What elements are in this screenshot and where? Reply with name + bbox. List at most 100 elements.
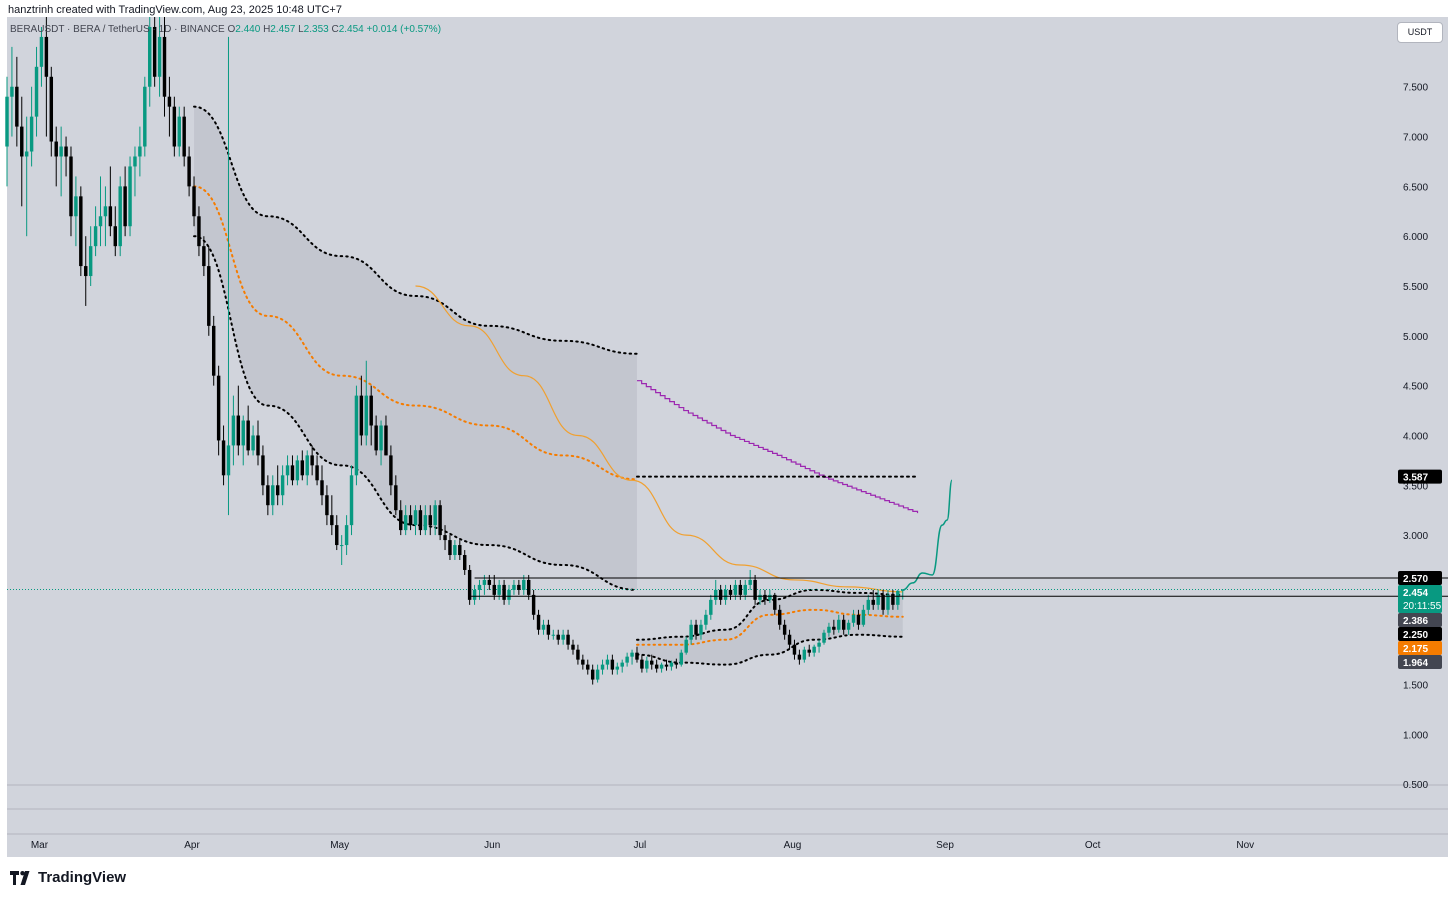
x-axis[interactable]: Mar Apr May Jun Jul Aug Sep Oct Nov — [31, 840, 1254, 851]
candle-body — [650, 660, 654, 665]
candle-body — [861, 609, 866, 625]
candle-body — [271, 485, 275, 506]
candle-body — [443, 535, 447, 541]
candle-body — [467, 569, 472, 600]
candle-body — [586, 664, 590, 670]
x-tick-label: Oct — [1085, 840, 1101, 851]
x-tick-label: Nov — [1236, 840, 1254, 851]
candle-body — [458, 545, 462, 556]
candle-body — [738, 584, 743, 595]
vwap-upper-band — [193, 105, 638, 355]
candle-body — [310, 455, 314, 466]
price-label-text: 2.570 — [1403, 574, 1428, 585]
tradingview-logo[interactable]: TradingView — [10, 869, 126, 886]
candle-body — [620, 662, 624, 667]
candle-body — [630, 652, 634, 657]
candle-body — [403, 515, 408, 531]
candle-body — [113, 226, 118, 247]
open-value: 2.440 — [235, 24, 261, 35]
low-value: 2.353 — [303, 24, 329, 35]
candle-body — [79, 196, 83, 267]
candle-body — [551, 634, 556, 636]
candle-body — [349, 475, 354, 526]
y-tick-label: 3.500 — [1403, 481, 1428, 492]
candle-body — [531, 594, 536, 615]
candle-body — [822, 632, 826, 643]
candle-body — [556, 634, 560, 640]
price-label-text: 2.386 — [1403, 616, 1428, 627]
y-tick-label: 4.000 — [1403, 431, 1428, 442]
candle-body — [256, 435, 260, 456]
price-label-text: 1.964 — [1403, 658, 1428, 669]
candle-body — [389, 455, 393, 486]
price-label-box — [1398, 469, 1442, 484]
candle-body — [138, 146, 142, 157]
candles — [5, 17, 905, 685]
candle-body — [679, 652, 683, 665]
candle-body — [29, 116, 34, 152]
candle-body — [423, 515, 428, 531]
candle-body — [763, 594, 767, 600]
x-tick-label: May — [330, 840, 349, 851]
candle-body — [851, 614, 856, 623]
candle-body — [216, 375, 221, 441]
candle-body — [148, 26, 152, 87]
candle-body — [753, 579, 757, 600]
candle-body — [177, 116, 181, 147]
candle-body — [24, 151, 29, 157]
y-tick-label: 7.000 — [1403, 133, 1428, 144]
candle-body — [320, 480, 324, 496]
candle-body — [374, 425, 378, 451]
candle-body — [49, 76, 54, 142]
candle-body — [709, 599, 713, 615]
candle-body — [300, 460, 305, 476]
x-tick-label: Sep — [936, 840, 954, 851]
candle-body — [192, 186, 196, 217]
price-labels: 3.587 2.570 2.454 20:11:55 2.386 2.250 2.175 1.… — [1398, 469, 1442, 669]
candle-body — [807, 649, 811, 653]
candle-body — [901, 589, 905, 591]
candle-body — [802, 649, 807, 660]
candle-body — [837, 619, 841, 630]
candle-body — [448, 540, 452, 556]
candle-body — [625, 656, 629, 663]
price-label-box — [1398, 584, 1442, 613]
y-tick-label: 5.000 — [1403, 332, 1428, 343]
candle-body — [718, 589, 723, 600]
price-label-box — [1398, 612, 1442, 627]
candle-body — [335, 525, 339, 546]
x-tick-label: Jul — [634, 840, 647, 851]
x-tick-label: Apr — [184, 840, 200, 851]
candle-body — [576, 649, 580, 660]
close-label: C — [331, 24, 339, 35]
candle-body — [733, 584, 738, 595]
horizontal-levels[interactable] — [469, 475, 1448, 597]
x-tick-label: Aug — [784, 840, 802, 851]
candle-body — [354, 395, 359, 476]
change-value: +0.014 (+0.57%) — [366, 24, 442, 35]
candle-body — [640, 659, 644, 669]
candle-body — [694, 624, 698, 635]
purple-projection-line — [636, 380, 919, 514]
candle-body — [536, 614, 541, 630]
candle-body — [659, 664, 664, 669]
candle-body — [44, 36, 49, 77]
candle-body — [364, 395, 369, 436]
candle-body — [438, 505, 442, 536]
price-label-text: 3.587 — [1403, 473, 1428, 484]
candle-body — [108, 206, 113, 227]
candle-body — [231, 415, 236, 446]
candle-body — [462, 555, 467, 570]
candle-body — [728, 589, 733, 595]
vwap-lower-band — [193, 235, 638, 591]
candle-body — [103, 206, 108, 217]
y-axis[interactable]: 7.500 7.000 6.500 6.000 5.500 5.000 4.500 4.000… — [1403, 83, 1428, 791]
currency-button[interactable]: USDT — [1397, 22, 1443, 43]
candle-body — [64, 146, 68, 157]
y-tick-label: 0.500 — [1403, 780, 1428, 791]
candle-body — [546, 624, 551, 635]
close-value: 2.454 — [338, 24, 364, 35]
candle-body — [797, 654, 802, 660]
price-label-box — [1398, 570, 1442, 585]
